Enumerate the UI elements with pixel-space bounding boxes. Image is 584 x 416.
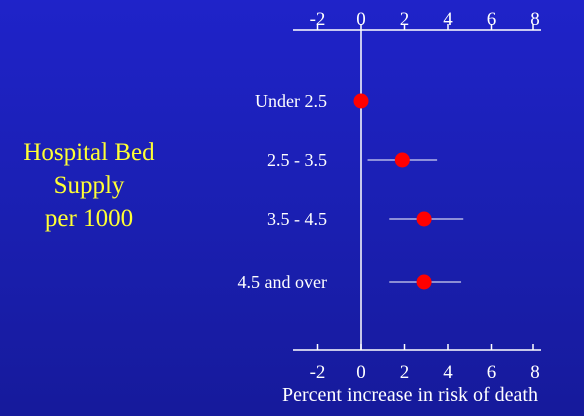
bottom-tick-label-5: 8: [530, 362, 540, 383]
category-label-3: 4.5 and over: [238, 272, 327, 292]
x-axis-label: Percent increase in risk of death: [281, 384, 538, 406]
data-point-0: [353, 93, 369, 109]
category-label-2: 3.5 - 4.5: [267, 209, 327, 229]
y-axis-label-line-3: per 1000: [44, 205, 134, 232]
bottom-tick-label-2: 2: [400, 362, 410, 383]
y-axis-label-line-2: Supply: [53, 172, 125, 199]
category-label-0: Under 2.5: [255, 91, 327, 111]
top-tick-label-4: 6: [487, 9, 497, 30]
top-tick-label-2: 2: [400, 9, 410, 30]
data-point-2: [416, 211, 432, 227]
y-axis-label: Hospital Bed Supply per 1000: [0, 136, 178, 235]
bottom-tick-label-3: 4: [443, 362, 453, 383]
data-point-3: [416, 274, 432, 290]
category-label-1: 2.5 - 3.5: [267, 150, 327, 170]
bottom-tick-label-0: -2: [310, 362, 326, 383]
top-tick-label-3: 4: [443, 9, 453, 30]
data-point-1: [394, 152, 410, 168]
top-tick-label-1: 0: [356, 9, 366, 30]
bottom-tick-label-4: 6: [487, 362, 497, 383]
bottom-tick-label-1: 0: [356, 362, 366, 383]
top-tick-label-5: 8: [530, 9, 540, 30]
top-tick-label-0: -2: [310, 9, 326, 30]
y-axis-label-line-1: Hospital Bed: [23, 139, 155, 166]
